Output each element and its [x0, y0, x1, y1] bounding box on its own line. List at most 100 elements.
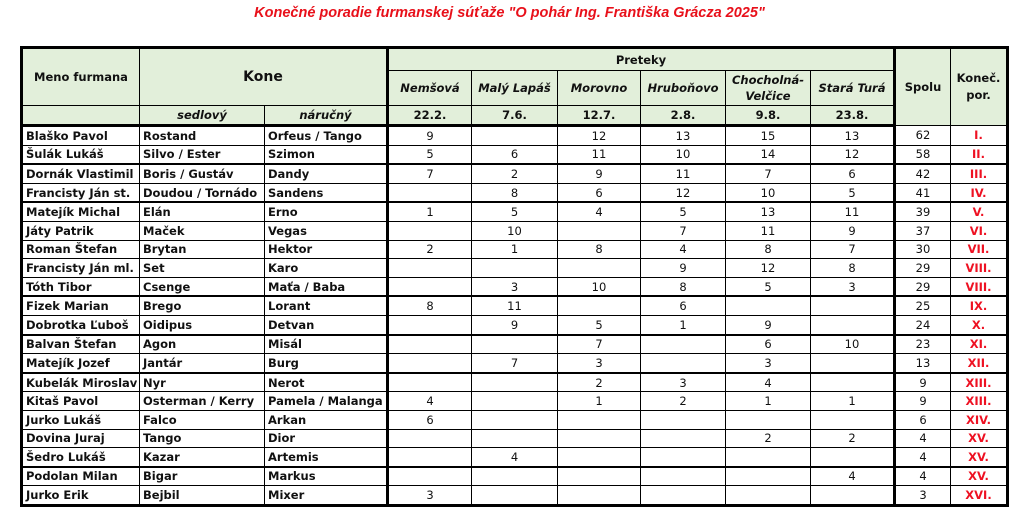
race-name: Malý Lapáš: [471, 70, 558, 106]
race-score: 7: [386, 163, 472, 184]
header-horse-hand: náručný: [264, 105, 388, 127]
race-score: 4: [810, 466, 895, 487]
final-rank: III.: [950, 163, 1008, 184]
results-body: Blaško Pavol Rostand Orfeus / Tango 9 12 13 15…: [21, 125, 1008, 506]
hand-horse: Lorant: [264, 295, 388, 316]
final-rank: XIV.: [950, 409, 1008, 430]
race-date: 12.7.: [557, 105, 641, 127]
table-row: Balvan Štefan Agon Misál 7 6 10 23 XI.: [21, 334, 1008, 355]
race-score: 3: [557, 353, 641, 374]
driver-name: Játy Patrik: [21, 220, 140, 241]
race-score: 13: [640, 125, 726, 146]
race-score: 11: [640, 163, 726, 184]
hand-horse: Dior: [264, 428, 388, 449]
final-rank: VI.: [950, 220, 1008, 241]
race-score: [386, 258, 472, 278]
race-score: 1: [386, 201, 472, 222]
race-name: Chocholná-Velčice: [725, 70, 811, 106]
race-score: [386, 466, 472, 487]
race-score: [810, 409, 895, 430]
saddle-horse: Maček: [139, 220, 265, 241]
race-score: 10: [810, 334, 895, 355]
race-score: 3: [471, 276, 558, 298]
race-score: 9: [557, 163, 641, 184]
saddle-horse: Tango: [139, 428, 265, 449]
table-row: Fizek Marian Brego Lorant 8 11 6 25 IX.: [21, 295, 1008, 316]
header-horse-saddle: sedlový: [139, 105, 265, 127]
driver-name: Podolan Milan: [21, 466, 140, 487]
race-score: [557, 295, 641, 316]
race-score: [725, 447, 811, 468]
race-score: 10: [557, 276, 641, 298]
driver-name: Dobrotka Ľuboš: [21, 314, 140, 336]
race-score: 8: [640, 276, 726, 298]
final-rank: IX.: [950, 295, 1008, 316]
table-row: Jurko Erik Bejbil Mixer 3 3 XVI.: [21, 485, 1008, 506]
race-score: [640, 353, 726, 374]
total-score: 42: [893, 163, 951, 184]
saddle-horse: Elán: [139, 201, 265, 222]
hand-horse: Hektor: [264, 239, 388, 260]
race-score: [810, 353, 895, 374]
hand-horse: Mixer: [264, 485, 388, 506]
saddle-horse: Brytan: [139, 239, 265, 260]
race-name: Hruboňovo: [640, 70, 726, 106]
table-row: Dornák Vlastimil Boris / Gustáv Dandy 7 2 9 11…: [21, 163, 1008, 184]
race-score: [725, 466, 811, 487]
driver-name: Jurko Erik: [21, 485, 140, 506]
race-date: 22.2.: [386, 105, 472, 127]
table-row: Francisty Ján st. Doudou / Tornádo Sandens…: [21, 182, 1008, 204]
table-row: Dovina Juraj Tango Dior 2 2 4 XV.: [21, 428, 1008, 449]
race-score: [471, 466, 558, 487]
hand-horse: Erno: [264, 201, 388, 222]
saddle-horse: Nyr: [139, 372, 265, 393]
race-date: 2.8.: [640, 105, 726, 127]
final-rank: II.: [950, 144, 1008, 166]
total-score: 3: [893, 485, 951, 506]
race-score: 8: [810, 258, 895, 278]
table-row: Dobrotka Ľuboš Oidipus Detvan 9 5 1 9 24 X.: [21, 314, 1008, 336]
race-score: 1: [471, 239, 558, 260]
race-score: 6: [386, 409, 472, 430]
final-rank: XI.: [950, 334, 1008, 355]
driver-name: Balvan Štefan: [21, 334, 140, 355]
total-score: 37: [893, 220, 951, 241]
hand-horse: Nerot: [264, 372, 388, 393]
driver-name: Kubelák Miroslav: [21, 372, 140, 393]
saddle-horse: Rostand: [139, 125, 265, 146]
driver-name: Francisty Ján st.: [21, 182, 140, 204]
final-rank: XVI.: [950, 485, 1008, 506]
table-row: Játy Patrik Maček Vegas 10 7 11 9 37 VI.: [21, 220, 1008, 241]
race-score: 2: [725, 428, 811, 449]
race-score: [386, 428, 472, 449]
hand-horse: Pamela / Malanga: [264, 391, 388, 411]
total-score: 58: [893, 144, 951, 166]
race-score: 4: [725, 372, 811, 393]
race-score: 15: [725, 125, 811, 146]
final-rank: XII.: [950, 353, 1008, 374]
race-score: [471, 334, 558, 355]
driver-name: Fizek Marian: [21, 295, 140, 316]
race-name: Morovno: [557, 70, 641, 106]
race-score: 7: [725, 163, 811, 184]
table-row: Kitaš Pavol Osterman / Kerry Pamela / Mala…: [21, 391, 1008, 411]
race-score: 2: [557, 372, 641, 393]
total-score: 24: [893, 314, 951, 336]
saddle-horse: Doudou / Tornádo: [139, 182, 265, 204]
header-races: Preteky: [386, 47, 895, 71]
race-score: [640, 466, 726, 487]
race-date: 23.8.: [810, 105, 895, 127]
race-score: 10: [471, 220, 558, 241]
race-score: 14: [725, 144, 811, 166]
hand-horse: Dandy: [264, 163, 388, 184]
driver-name: Matejík Jozef: [21, 353, 140, 374]
race-score: [810, 314, 895, 336]
table-row: Jurko Lukáš Falco Arkan 6 6 XIV.: [21, 409, 1008, 430]
driver-name: Šulák Lukáš: [21, 144, 140, 166]
race-score: 11: [557, 144, 641, 166]
race-score: 11: [471, 295, 558, 316]
race-score: [386, 372, 472, 393]
race-score: 9: [386, 125, 472, 146]
race-score: 3: [386, 485, 472, 506]
saddle-horse: Falco: [139, 409, 265, 430]
